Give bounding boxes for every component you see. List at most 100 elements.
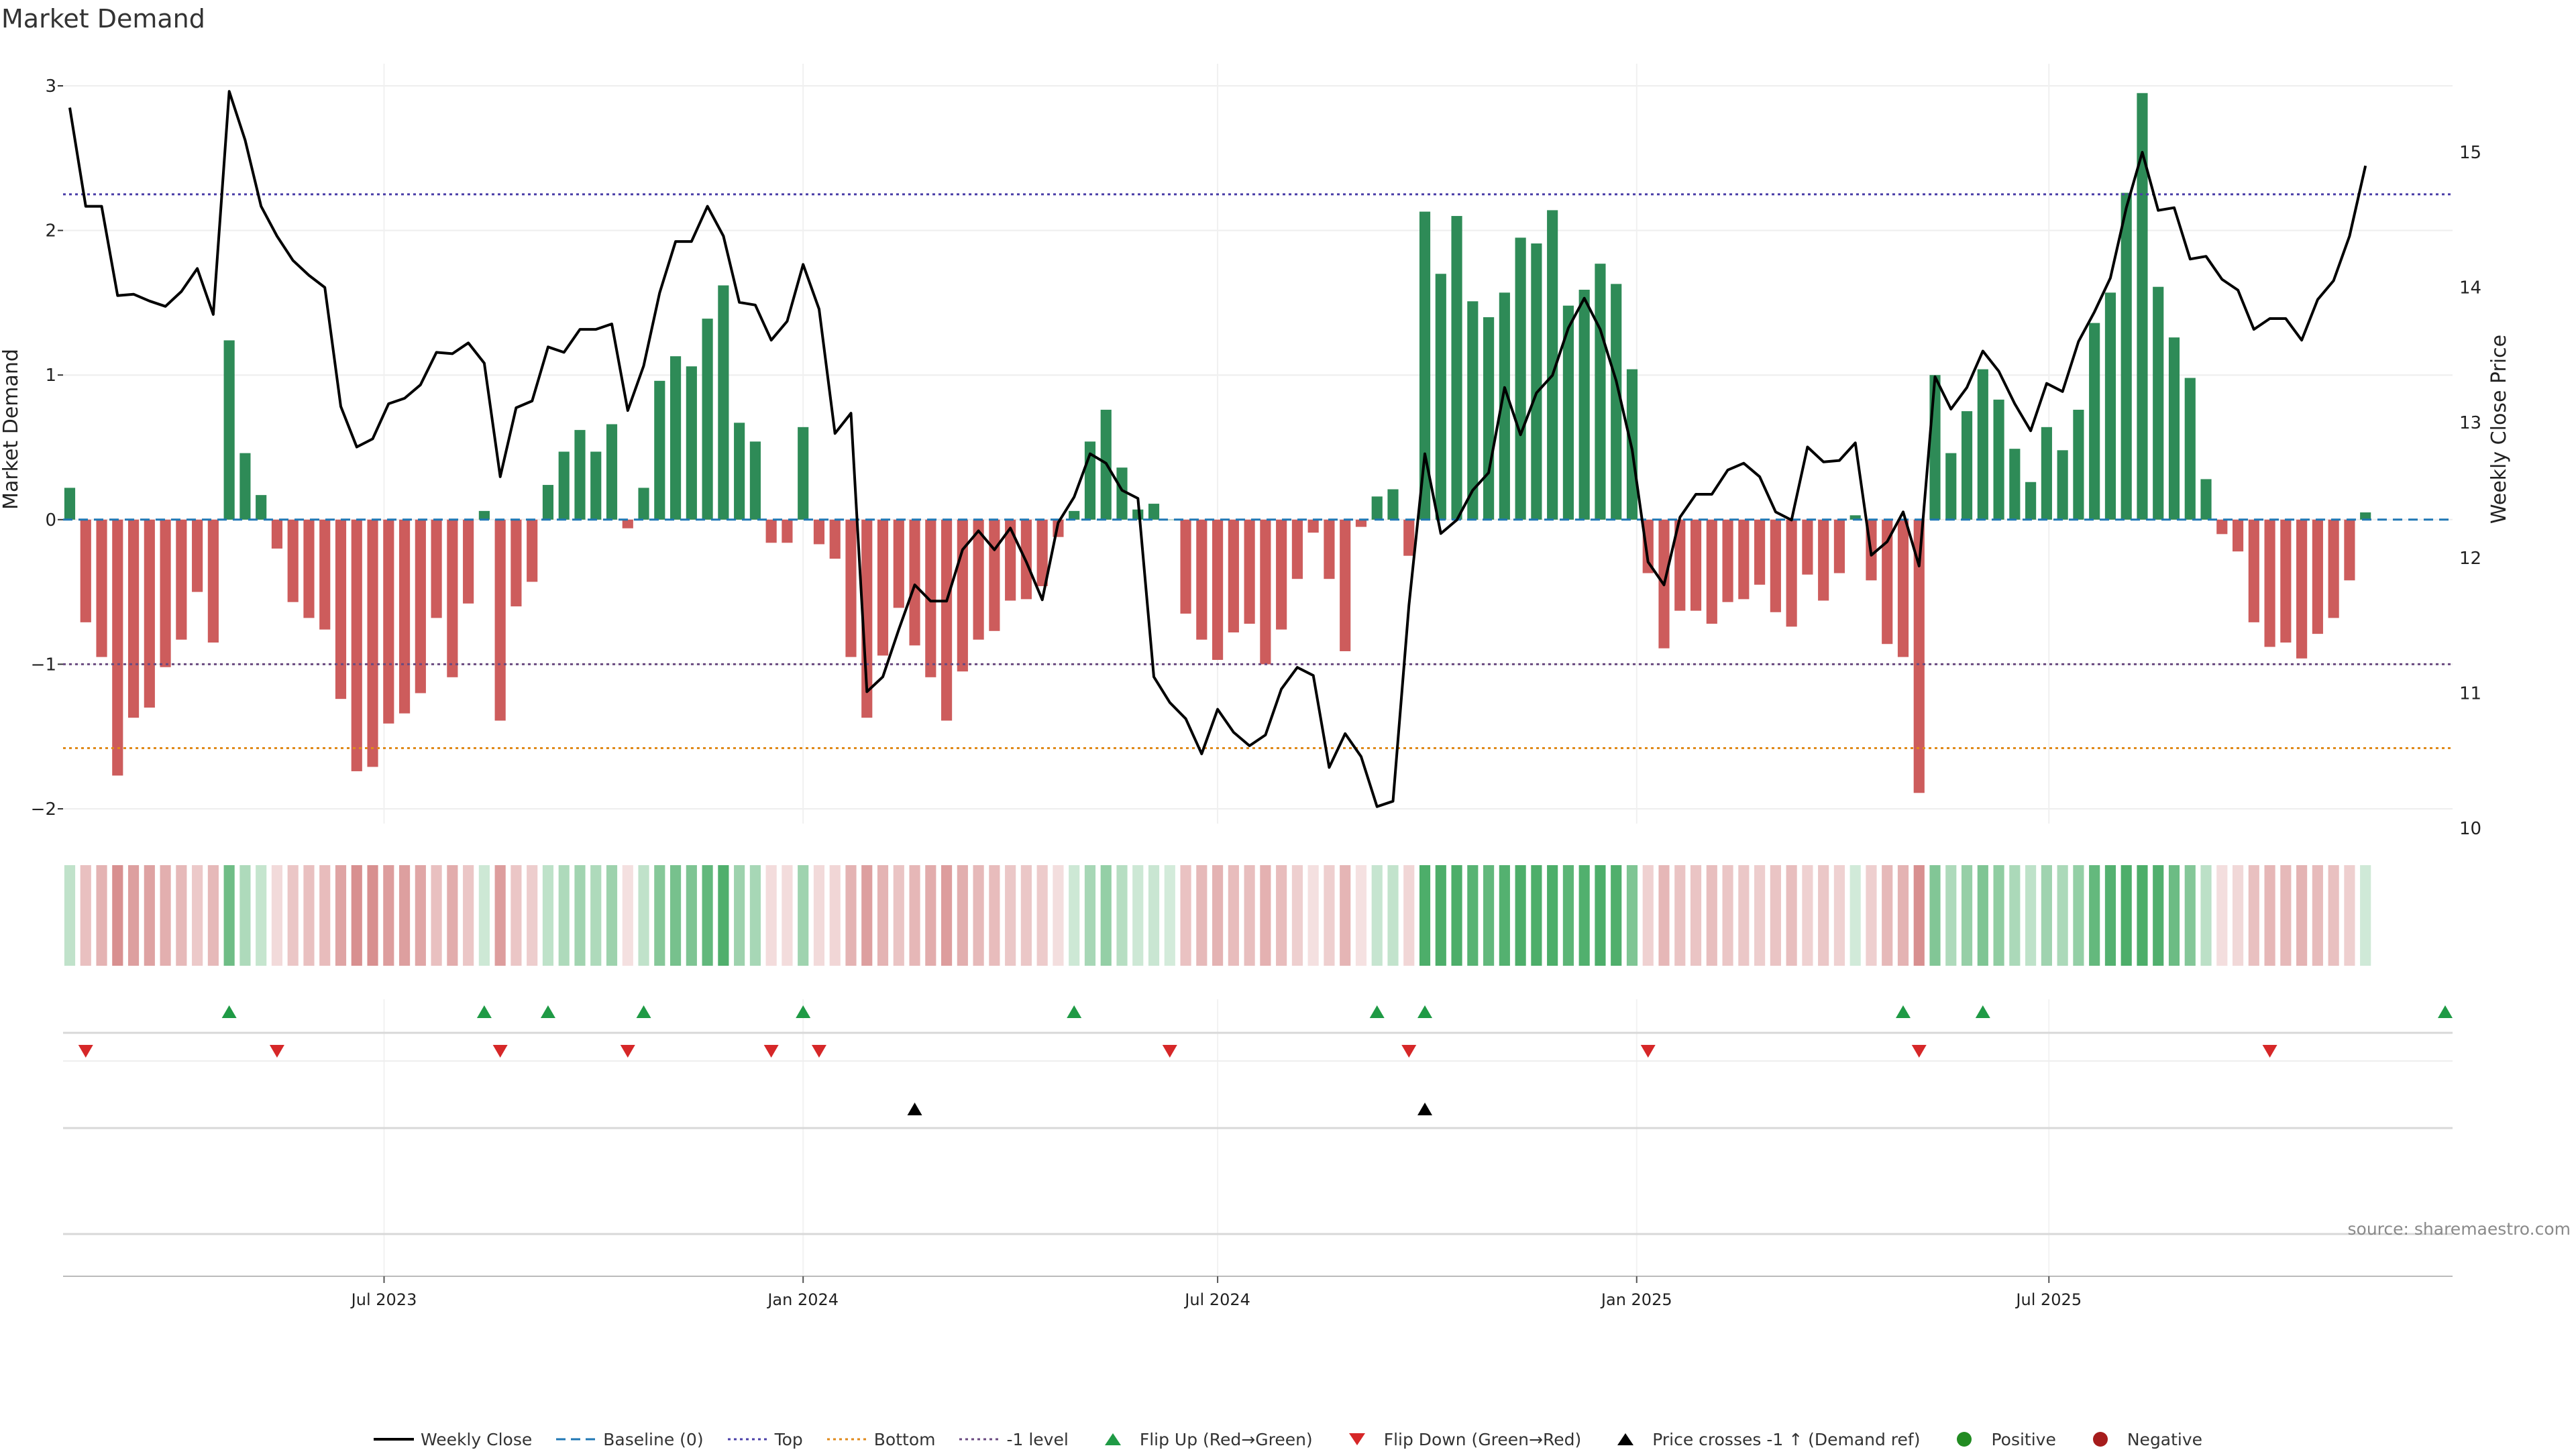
legend-label: Positive — [1991, 1429, 2056, 1449]
legend-symbol — [1957, 1432, 1972, 1447]
legend-item-neg1: -1 level — [959, 1430, 1069, 1449]
heat-cell — [2328, 865, 2339, 966]
demand-bar — [1340, 519, 1351, 651]
demand-bar — [1069, 510, 1080, 520]
demand-bar — [1036, 519, 1048, 586]
heat-cell — [590, 865, 602, 966]
demand-bar — [1818, 519, 1829, 601]
demand-bar — [1642, 519, 1654, 573]
heat-cell — [1307, 865, 1319, 966]
demand-bar — [2344, 519, 2355, 581]
demand-bar — [2360, 512, 2371, 520]
heat-cell — [1276, 865, 1287, 966]
y-tick-label: 1 — [45, 366, 56, 386]
heat-cell — [877, 865, 889, 966]
demand-bar — [207, 519, 219, 643]
flip-up-marker — [221, 1005, 237, 1018]
demand-bar — [511, 519, 522, 607]
demand-bar — [1276, 519, 1287, 630]
legend-label: Flip Down (Green→Red) — [1383, 1429, 1582, 1449]
heat-cell — [239, 865, 251, 966]
heat-cell — [367, 865, 378, 966]
demand-bar — [734, 423, 745, 520]
demand-bar — [2073, 409, 2084, 520]
heat-cell — [2216, 865, 2228, 966]
heat-cell — [1020, 865, 1032, 966]
flip-up-marker — [476, 1005, 492, 1018]
heat-cell — [1706, 865, 1717, 966]
legend-item-positive: Positive — [1944, 1429, 2056, 1449]
x-tick-label: Jul 2024 — [1183, 1290, 1250, 1309]
demand-bar — [144, 519, 155, 708]
heat-cell — [2089, 865, 2100, 966]
demand-bar — [1833, 519, 1845, 573]
heat-cell — [702, 865, 713, 966]
demand-bar — [622, 519, 633, 528]
legend: Weekly Close Baseline (0) Top Bottom -1 leve… — [0, 1424, 2576, 1454]
heat-cell — [1849, 865, 1861, 966]
heat-cell — [782, 865, 793, 966]
heat-cell — [287, 865, 299, 966]
legend-symbol — [556, 1438, 597, 1441]
legend-label: Price crosses -1 ↑ (Demand ref) — [1652, 1429, 1921, 1449]
demand-bar — [2153, 286, 2164, 520]
heat-cell — [1212, 865, 1224, 966]
demand-bar — [590, 451, 602, 520]
demand-bar — [1882, 519, 1893, 645]
heat-cell — [1642, 865, 1654, 966]
price-cross-marker — [907, 1103, 922, 1115]
demand-bar — [415, 519, 426, 693]
heat-cell — [1818, 865, 1829, 966]
demand-bar — [64, 488, 76, 520]
heat-cell — [686, 865, 697, 966]
demand-bar — [909, 519, 920, 646]
demand-bar — [782, 519, 793, 543]
heat-cell — [2312, 865, 2323, 966]
heat-cell — [494, 865, 506, 966]
demand-bar — [2200, 479, 2212, 520]
demand-bar — [1578, 289, 1590, 520]
flip-down-marker — [1401, 1045, 1417, 1058]
demand-bar — [2009, 449, 2021, 520]
demand-bar — [1738, 519, 1750, 600]
x-tick-label: Jul 2023 — [350, 1290, 417, 1309]
flip-down-marker — [811, 1045, 826, 1058]
heat-cell — [718, 865, 729, 966]
demand-bar — [558, 451, 570, 520]
heat-cell — [256, 865, 267, 966]
legend-item-flip_up: Flip Up (Red→Green) — [1093, 1430, 1313, 1449]
legend-symbol — [727, 1438, 768, 1441]
legend-item-top: Top — [727, 1429, 803, 1449]
demand-bar — [1849, 515, 1861, 520]
legend-label: Bottom — [873, 1429, 936, 1449]
demand-bar — [542, 485, 554, 520]
heat-cell — [1053, 865, 1064, 966]
heat-cell — [511, 865, 522, 966]
y2-tick-label: 10 — [2459, 819, 2481, 839]
heat-cell — [558, 865, 570, 966]
heat-cell — [749, 865, 761, 966]
demand-bar — [877, 519, 889, 656]
flip-up-marker — [1067, 1005, 1082, 1018]
legend-symbol — [1617, 1433, 1634, 1445]
demand-bar — [749, 441, 761, 520]
heat-cell — [1929, 865, 1941, 966]
demand-bar — [2264, 519, 2275, 647]
demand-bar — [941, 519, 953, 721]
flip-up-marker — [1975, 1005, 1990, 1018]
demand-bar — [2041, 427, 2052, 520]
heat-cell — [941, 865, 953, 966]
heat-cell — [1722, 865, 1733, 966]
demand-bar — [989, 519, 1000, 631]
heat-cell — [144, 865, 155, 966]
legend-label: Top — [774, 1429, 803, 1449]
heat-cell — [527, 865, 538, 966]
y-tick-label: −2 — [31, 799, 56, 820]
heat-cell — [1866, 865, 1877, 966]
x-tick-label: Jan 2024 — [766, 1290, 839, 1309]
demand-bar — [638, 488, 649, 520]
demand-bar — [303, 519, 315, 618]
demand-bar — [463, 519, 474, 604]
demand-bar — [1451, 216, 1462, 520]
demand-bar — [654, 380, 665, 520]
